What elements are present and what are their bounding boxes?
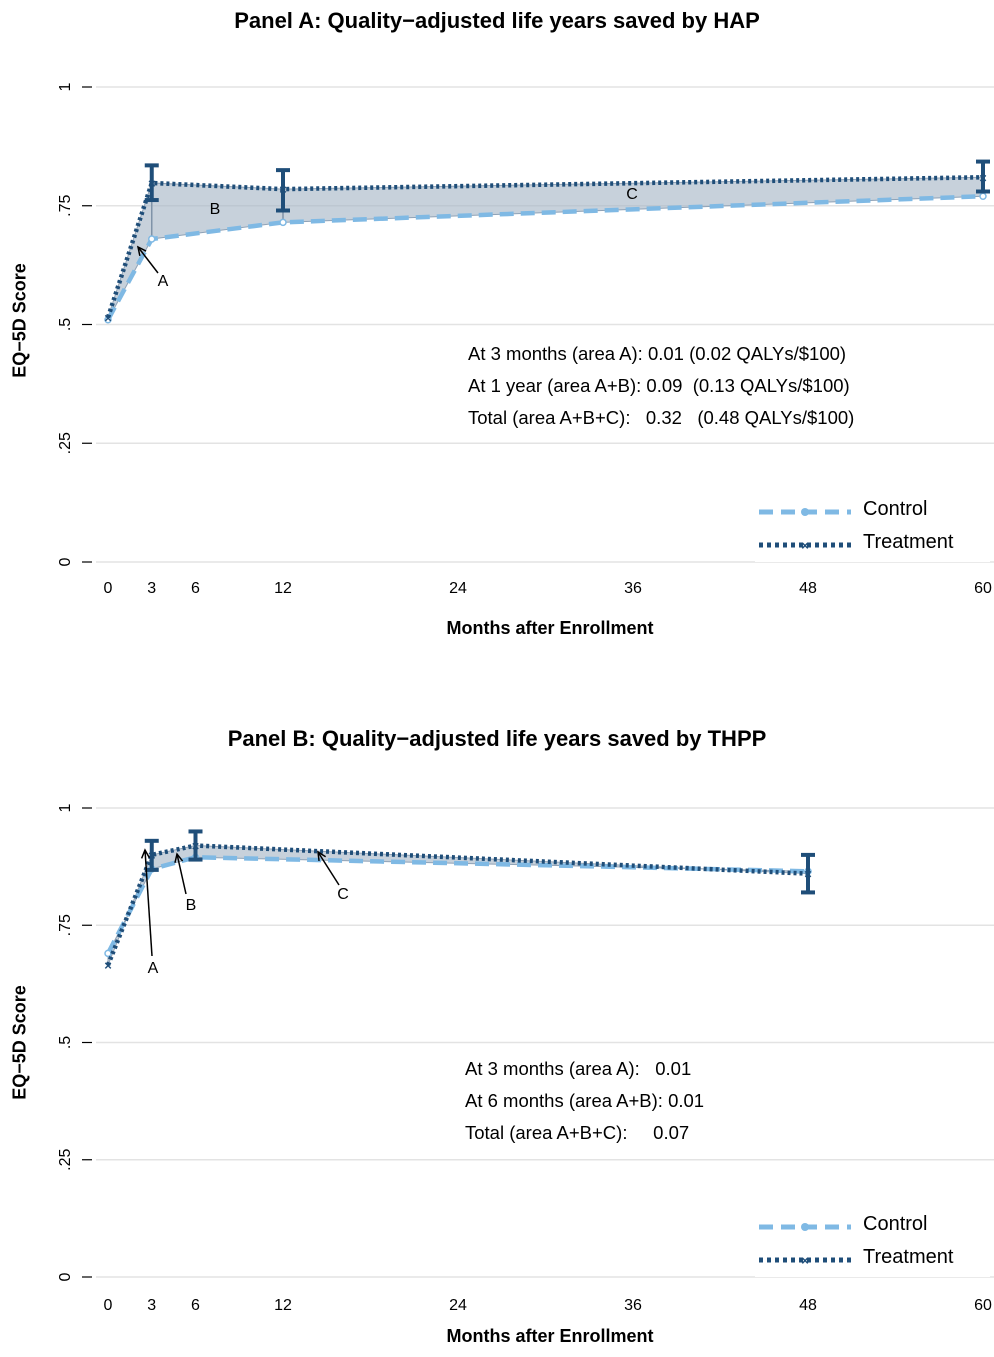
area-arrow: [137, 246, 159, 274]
chart-title: Panel B: Quality−adjusted life years sav…: [227, 726, 767, 751]
y-tick-label: 0: [57, 557, 74, 566]
area-label: A: [158, 273, 169, 290]
x-tick-label: 0: [104, 580, 113, 597]
legend-item-treatment: × Treatment: [755, 1244, 990, 1277]
control-point: [104, 949, 112, 958]
area-arrow: [317, 851, 340, 886]
legend-swatch-treatment: ×: [759, 538, 851, 553]
area-arrow: [144, 849, 153, 957]
area-label: C: [337, 886, 349, 903]
panel-a: Panel A: Quality−adjusted life years sav…: [10, 8, 994, 638]
panel-b: Panel B: Quality−adjusted life years sav…: [0, 690, 994, 1357]
y-tick-label: .75: [57, 195, 74, 217]
x-axis-label: Months after Enrollment: [446, 1326, 654, 1346]
legend-item-control: Control: [755, 496, 990, 529]
legend-swatch-control: [759, 508, 851, 516]
y-tick-label: .5: [57, 1036, 74, 1049]
x-tick-label: 0: [104, 1297, 113, 1314]
x-tick-label: 12: [274, 580, 292, 597]
area-arrow: [176, 853, 187, 895]
x-axis-label: Months after Enrollment: [446, 618, 654, 638]
area-label: C: [626, 186, 638, 203]
control-point: [979, 192, 987, 200]
control-point: [279, 218, 287, 227]
y-tick-label: 0: [57, 1272, 74, 1281]
y-tick-label: .25: [57, 432, 74, 454]
x-tick-label: 60: [974, 580, 992, 597]
annotation-box: At 3 months (area A): 0.01 (0.02 QALYs/$…: [468, 338, 854, 434]
treatment-line: [105, 843, 809, 966]
annotation-line: Total (area A+B+C): 0.32 (0.48 QALYs/$10…: [468, 407, 855, 428]
x-tick-label: 48: [799, 1297, 817, 1314]
legend-item-treatment: × Treatment: [755, 529, 990, 562]
annotation-line: At 3 months (area A): 0.01 (0.02 QALYs/$…: [468, 343, 847, 364]
annotation-line: At 1 year (area A+B): 0.09 (0.13 QALYs/$…: [468, 375, 850, 396]
annotation-line: At 3 months (area A): 0.01: [465, 1058, 692, 1079]
arrow-head: [174, 852, 184, 863]
x-tick-label: 48: [799, 580, 817, 597]
y-tick-label: 1: [57, 803, 74, 812]
arrow-head: [136, 245, 147, 256]
treatment-point: ×: [104, 310, 112, 325]
control-point: [148, 235, 156, 243]
arrow-head: [140, 848, 151, 859]
y-tick-label: .75: [57, 914, 74, 936]
arrow-head: [317, 850, 327, 862]
annotation-line: At 6 months (area A+B): 0.01: [465, 1090, 705, 1111]
control-line: [106, 854, 809, 955]
legend: Control × Treatment: [755, 1211, 990, 1277]
x-tick-label: 6: [191, 1297, 200, 1314]
x-tick-label: 24: [449, 1297, 467, 1314]
legend-swatch-control: [759, 1223, 851, 1231]
area-label: A: [148, 960, 159, 977]
y-tick-label: 1: [57, 82, 74, 91]
shaded-area: [107, 176, 984, 320]
legend-label-treatment: Treatment: [863, 1246, 954, 1268]
legend-item-control: Control: [755, 1211, 990, 1244]
x-tick-label: 36: [624, 580, 642, 597]
x-tick-label: 12: [274, 1297, 292, 1314]
x-tick-label: 3: [147, 580, 156, 597]
chart-title: Panel A: Quality−adjusted life years sav…: [234, 8, 760, 33]
legend-label-control: Control: [863, 498, 928, 520]
treatment-point: ×: [104, 958, 112, 973]
x-tick-label: 3: [147, 1297, 156, 1314]
legend-swatch-treatment: ×: [759, 1253, 851, 1268]
x-tick-label: 36: [624, 1297, 642, 1314]
annotation-box: At 3 months (area A): 0.01 At 6 months (…: [465, 1053, 704, 1149]
x-tick-label: 24: [449, 580, 467, 597]
y-tick-label: .25: [57, 1149, 74, 1171]
area-label: B: [210, 201, 221, 218]
area-label: B: [186, 897, 197, 914]
legend-label-control: Control: [863, 1213, 928, 1235]
y-tick-label: .5: [57, 318, 74, 331]
control-line: [106, 194, 984, 321]
svg-text:×: ×: [801, 538, 809, 553]
legend-label-treatment: Treatment: [863, 531, 954, 553]
svg-text:×: ×: [801, 1253, 809, 1268]
annotation-line: Total (area A+B+C): 0.07: [465, 1122, 690, 1143]
x-tick-label: 6: [191, 580, 200, 597]
x-tick-label: 60: [974, 1297, 992, 1314]
legend: Control × Treatment: [755, 496, 990, 562]
